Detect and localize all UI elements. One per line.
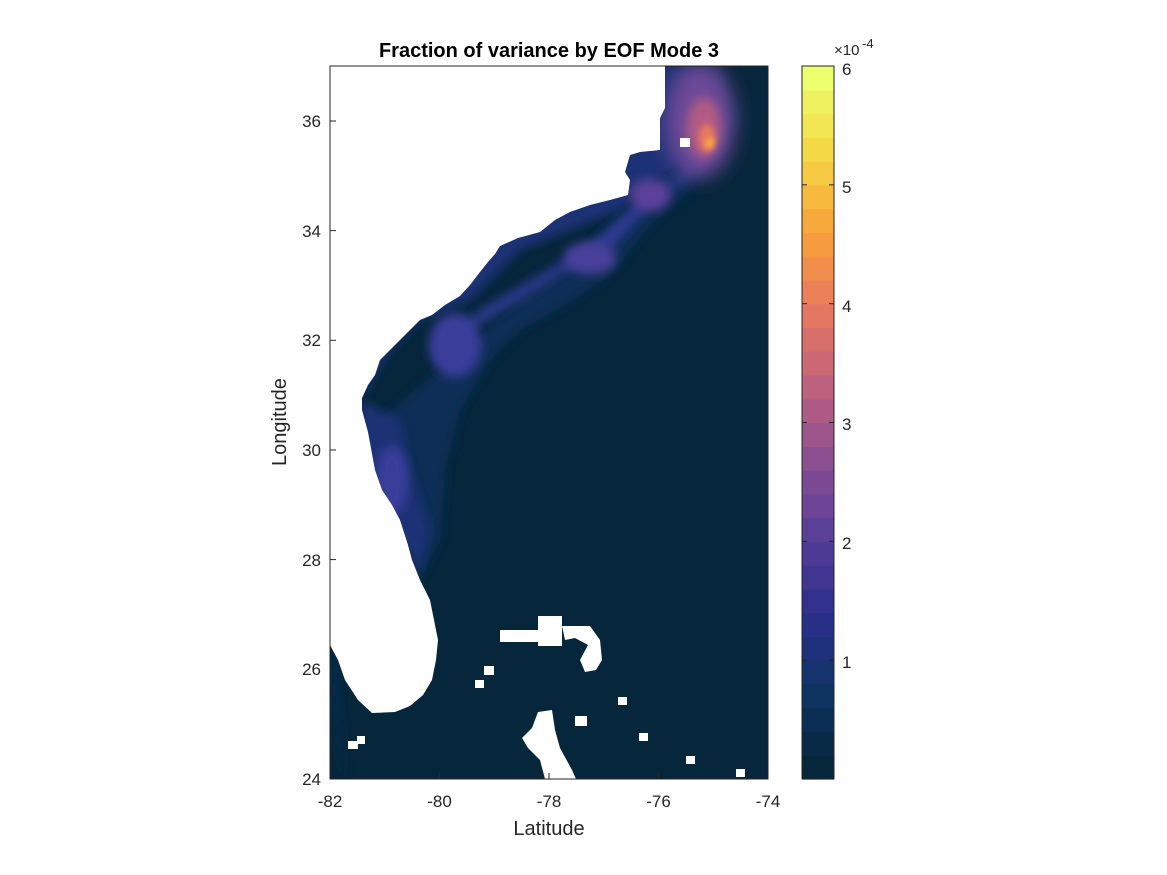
colorbar-step — [802, 137, 834, 162]
x-axis-label: Latitude — [513, 818, 584, 840]
colorbar-step — [802, 612, 834, 637]
colorbar-step — [802, 208, 834, 233]
colorbar-step — [802, 398, 834, 424]
x-tick-label: -80 — [427, 792, 452, 811]
colorbar-step — [802, 683, 834, 709]
x-tick-label: -78 — [537, 792, 562, 811]
y-tick-label: 32 — [302, 331, 321, 350]
colorbar: 1 2 3 4 5 6 ×10 -4 — [801, 36, 874, 780]
colorbar-step — [802, 161, 834, 186]
variance-field — [330, 66, 735, 779]
colorbar-step — [802, 565, 834, 590]
colorbar-tick-label: 6 — [842, 60, 851, 79]
y-tick-label: 28 — [302, 551, 321, 570]
colorbar-step — [802, 374, 834, 400]
colorbar-step — [802, 256, 834, 281]
bahamas-isle-3 — [562, 626, 602, 672]
colorbar-step — [802, 446, 834, 471]
y-tick-label: 24 — [302, 770, 321, 789]
shelf-band-inner — [430, 140, 705, 360]
colorbar-tick-label: 1 — [842, 653, 851, 672]
y-tick-label: 26 — [302, 660, 321, 679]
colorbar-tick-label: 5 — [842, 178, 851, 197]
hatteras-inner — [699, 124, 715, 152]
colorbar-step — [802, 113, 834, 138]
bahamas-isle-5 — [475, 680, 484, 688]
y-axis-label: Longitude — [269, 378, 291, 466]
bahamas-isle-2 — [538, 616, 562, 646]
colorbar-step — [802, 327, 834, 352]
colorbar-exponent-base: ×10 — [834, 42, 859, 59]
shelf-band-mid — [360, 66, 720, 570]
colorbar-steps — [802, 66, 834, 780]
hatteras-peak — [706, 138, 714, 148]
colorbar-step — [802, 303, 834, 329]
colorbar-step — [802, 89, 834, 115]
bahamas-isle-7 — [618, 697, 627, 705]
colorbar-step — [802, 470, 834, 495]
colorbar-step — [802, 422, 834, 447]
chart-title: Fraction of variance by EOF Mode 3 — [379, 40, 719, 62]
colorbar-tick-label: 2 — [842, 534, 851, 553]
colorbar-exponent-power: -4 — [862, 36, 874, 51]
colorbar-step — [802, 731, 834, 756]
x-axis: -82 -80 -78 -76 -74 Latitude — [318, 773, 781, 840]
colorbar-tick-label: 3 — [842, 415, 851, 434]
bahamas-isle-4 — [484, 666, 494, 675]
bahamas-isle-8 — [639, 733, 648, 741]
colorbar-step — [802, 755, 834, 780]
colorbar-step — [802, 541, 834, 566]
colorbar-tick-label: 4 — [842, 297, 851, 316]
y-tick-label: 34 — [302, 222, 321, 241]
colorbar-step — [802, 66, 834, 91]
colorbar-step — [802, 588, 834, 614]
us-mainland — [330, 66, 665, 713]
bahamas-isle-9 — [686, 756, 695, 764]
outer-banks-islet — [680, 138, 690, 147]
land-mask — [330, 66, 745, 779]
x-tick-label: -82 — [318, 792, 343, 811]
x-tick-label: -74 — [756, 792, 781, 811]
colorbar-step — [802, 184, 834, 210]
colorbar-step — [802, 660, 834, 685]
bahamas-isle-10 — [736, 769, 745, 777]
colorbar-step — [802, 517, 834, 542]
map-plot-area — [330, 66, 768, 779]
y-axis: 24 26 28 30 32 34 36 Longitude — [269, 112, 336, 789]
florida-keys-1 — [348, 741, 358, 749]
andros-island — [522, 710, 576, 779]
bahamas-isle-6 — [575, 716, 587, 726]
bahamas-isle-1 — [500, 630, 548, 642]
colorbar-ticks: 1 2 3 4 5 6 — [802, 60, 851, 672]
y-tick-label: 36 — [302, 112, 321, 131]
x-tick-label: -76 — [646, 792, 671, 811]
y-tick-label: 30 — [302, 441, 321, 460]
ga-shelf-patch — [429, 313, 481, 377]
colorbar-step — [802, 493, 834, 519]
shelf-band-outer — [330, 66, 735, 779]
colorbar-step — [802, 707, 834, 733]
colorbar-step — [802, 351, 834, 376]
colorbar-step — [802, 636, 834, 661]
long-bay-patch — [564, 242, 616, 274]
florida-keys-2 — [357, 736, 365, 744]
colorbar-exponent: ×10 -4 — [834, 36, 874, 59]
colorbar-step — [802, 232, 834, 257]
inlet-1 — [648, 113, 656, 119]
colorbar-step — [802, 279, 834, 305]
onslow-patch — [630, 179, 670, 211]
